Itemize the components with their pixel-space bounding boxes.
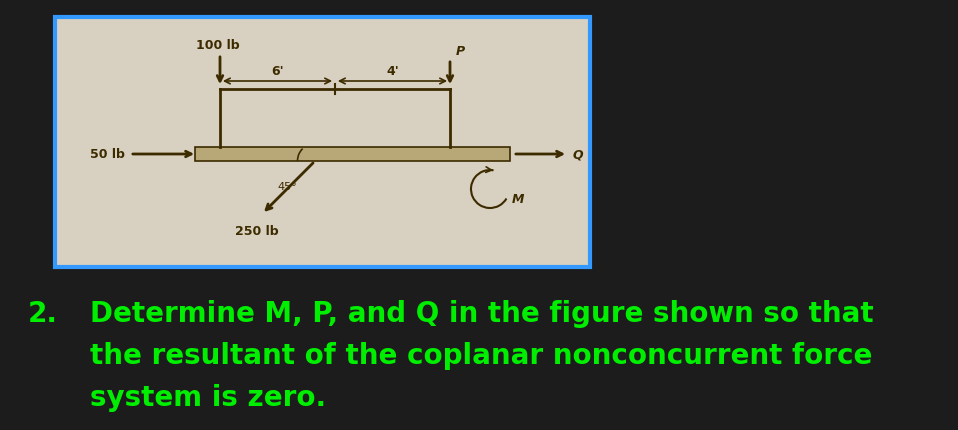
Text: 45°: 45° (277, 181, 297, 191)
Text: Q: Q (573, 148, 583, 161)
Text: 6': 6' (271, 65, 284, 78)
Text: the resultant of the coplanar nonconcurrent force: the resultant of the coplanar nonconcurr… (90, 341, 873, 369)
Bar (55, 18, 590, 267)
Text: system is zero.: system is zero. (90, 383, 326, 411)
Text: 100 lb: 100 lb (196, 39, 240, 52)
Text: 4': 4' (386, 65, 399, 78)
Text: P: P (456, 45, 466, 58)
Text: M: M (512, 193, 524, 206)
Text: 250 lb: 250 lb (235, 224, 279, 237)
Bar (195, 147, 510, 162)
Text: 50 lb: 50 lb (90, 148, 125, 161)
Text: 2.: 2. (28, 299, 58, 327)
Text: Determine M, P, and Q in the figure shown so that: Determine M, P, and Q in the figure show… (90, 299, 874, 327)
